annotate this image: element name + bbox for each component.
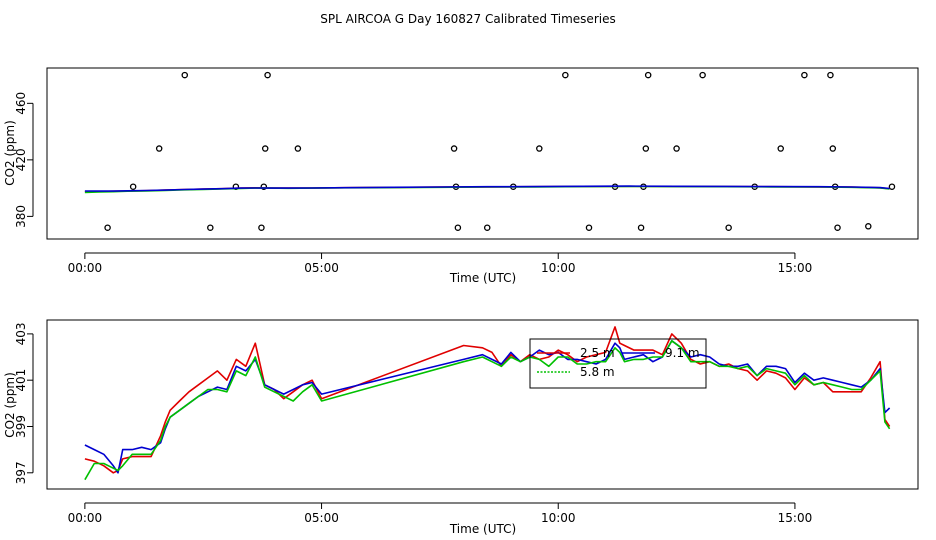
x-tick-label: 05:00 [304,261,339,275]
sample-point [834,224,841,231]
x-tick-label: 15:00 [778,261,813,275]
sample-point [294,145,302,152]
series-lines-top [84,185,890,194]
sample-point [536,145,543,152]
legend-label-2-5m: 2.5 m [580,346,615,360]
sample-point [264,71,271,79]
sample-point [888,183,896,190]
panel-tower-levels: 00:00 05:00 10:00 15:00 397 399 401 403 Time (… [3,319,919,536]
series-line-series-2-5m [84,326,891,474]
y-tick-label: 420 [14,148,28,171]
series-lines-bottom [84,326,891,481]
series-line-series-5-8m [84,339,891,481]
legend-box [529,338,707,389]
x-tick-label: 00:00 [68,261,103,275]
sample-point [865,223,872,230]
sample-point [258,224,265,231]
sample-point [261,145,269,152]
series-line-series-9-1m [84,185,890,192]
plot-frame-top [46,67,919,240]
sample-point [777,145,784,152]
sample-point [454,224,462,231]
y-tick-label: 460 [14,92,28,115]
sample-point [725,224,732,231]
sample-point [181,71,189,79]
x-tick-label: 10:00 [541,261,576,275]
sample-point [155,145,163,152]
series-line-series-9-1m [84,339,891,474]
x-axis-label-bottom: Time (UTC) [449,522,516,536]
x-tick-label: 10:00 [541,511,576,525]
sample-point [829,145,837,152]
sample-point [260,183,268,190]
sample-point [644,71,652,79]
x-axis-top: 00:00 05:00 10:00 15:00 [68,252,813,275]
sample-point [207,224,214,231]
figure-title: SPL AIRCOA G Day 160827 Calibrated Times… [320,12,615,26]
y-tick-label: 401 [14,369,28,392]
legend-label-5-8m: 5.8 m [580,365,615,379]
sample-point [637,224,645,231]
sample-point [699,71,706,79]
sample-point [673,145,680,152]
y-axis-label-bottom: CO2 (ppm) [3,372,17,438]
y-axis-bottom: 397 399 401 403 [14,322,34,484]
sample-point [585,224,593,231]
sample-points [104,71,896,231]
sample-point [562,71,569,79]
x-axis-bottom: 00:00 05:00 10:00 15:00 [68,502,813,525]
sample-point [642,145,650,152]
sample-point [104,224,111,231]
x-tick-label: 05:00 [304,511,339,525]
sample-point [827,71,834,79]
y-axis-label-top: CO2 (ppm) [3,120,17,186]
y-tick-label: 403 [14,322,28,345]
y-tick-label: 399 [14,415,28,438]
x-axis-label-top: Time (UTC) [449,271,516,285]
y-axis-top: 380 420 460 [14,92,34,228]
sample-point [801,71,808,79]
plot-frame-bottom [46,319,919,490]
y-tick-label: 380 [14,205,28,228]
x-tick-label: 15:00 [778,511,813,525]
legend: 2.5 m 9.1 m 5.8 m [529,338,707,389]
legend-label-9-1m: 9.1 m [665,346,700,360]
panel-all-samples: 00:00 05:00 10:00 15:00 380 420 460 Time (UTC… [3,67,919,285]
y-tick-label: 397 [14,461,28,484]
x-tick-label: 00:00 [68,511,103,525]
sample-point [129,183,137,190]
sample-point [483,224,491,231]
sample-point [450,145,458,152]
